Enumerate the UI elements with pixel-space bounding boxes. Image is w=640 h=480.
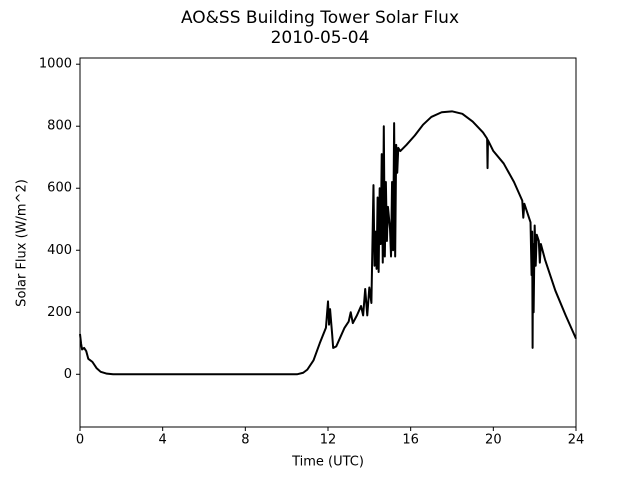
plot-frame	[79, 57, 577, 428]
y-axis-label: Solar Flux (W/m^2)	[15, 179, 30, 307]
x-tick-label: 0	[76, 433, 84, 448]
y-tick-label: 200	[47, 305, 72, 320]
y-tick-label: 1000	[39, 57, 72, 72]
y-tick-label: 600	[47, 181, 72, 196]
y-tick-label: 800	[47, 119, 72, 134]
x-axis-label: Time (UTC)	[291, 455, 364, 470]
x-tick-label: 16	[402, 433, 419, 448]
data-line	[79, 110, 577, 376]
y-tick-label: 400	[47, 243, 72, 258]
x-tick-label: 24	[568, 433, 585, 448]
x-tick-label: 4	[159, 433, 167, 448]
x-tick-label: 12	[320, 433, 337, 448]
y-tick-label: 0	[64, 367, 72, 382]
chart-subtitle: 2010-05-04	[271, 28, 370, 48]
chart-title: AO&SS Building Tower Solar Flux	[181, 8, 459, 28]
x-tick-label: 20	[485, 433, 502, 448]
x-tick-label: 8	[241, 433, 249, 448]
